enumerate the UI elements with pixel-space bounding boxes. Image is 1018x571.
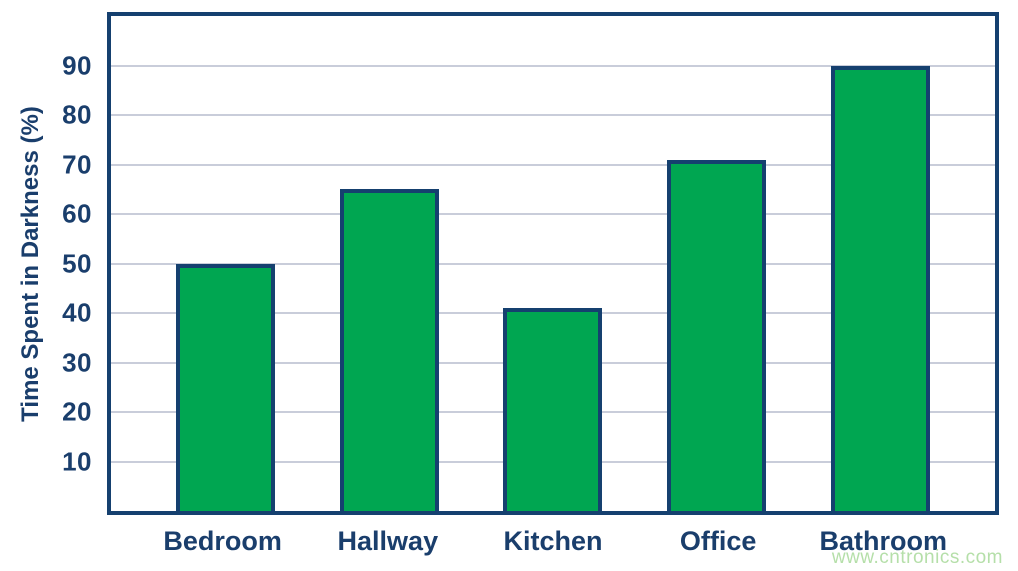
x-tick-label-kitchen: Kitchen <box>503 526 603 556</box>
gridline-80 <box>111 114 995 116</box>
plot-area <box>107 12 999 515</box>
y-tick-label-20: 20 <box>62 396 92 427</box>
y-tick-label-60: 60 <box>62 198 92 229</box>
watermark: www.cntronics.com <box>831 547 1003 568</box>
x-label-slot-bathroom: Bathroom <box>820 526 948 557</box>
y-axis-ticks: 10 20 30 40 50 60 70 80 90 <box>0 12 92 515</box>
gridline-50 <box>111 262 995 265</box>
bar-bathroom <box>831 65 931 511</box>
gridline-70 <box>111 163 995 166</box>
x-label-slot-office: Office <box>669 526 768 557</box>
x-label-slot-bedroom: Bedroom <box>163 526 282 557</box>
bars <box>111 16 995 511</box>
y-tick-label-30: 30 <box>62 347 92 377</box>
x-axis-labels: Bedroom Hallway Kitchen Office Bathroom <box>107 526 999 557</box>
bar-office <box>667 159 767 511</box>
y-tick-label-40: 40 <box>62 297 92 328</box>
bar-bedroom <box>175 263 275 511</box>
bar-hallway <box>339 189 439 511</box>
x-label-slot-kitchen: Kitchen <box>503 526 602 557</box>
x-label-slot-hallway: Hallway <box>337 526 439 557</box>
y-tick-label-50: 50 <box>62 248 92 278</box>
x-tick-label-bathroom: Bathroom <box>819 526 948 556</box>
bar-kitchen <box>503 308 603 511</box>
gridline-90 <box>111 64 995 67</box>
x-tick-label-hallway: Hallway <box>337 526 439 556</box>
y-tick-label-90: 90 <box>62 50 92 80</box>
y-tick-label-70: 70 <box>62 149 92 179</box>
x-tick-label-bedroom: Bedroom <box>163 526 282 556</box>
gridline-60 <box>111 213 995 215</box>
y-tick-label-10: 10 <box>62 446 92 476</box>
y-tick-label-80: 80 <box>62 99 92 130</box>
x-tick-label-office: Office <box>679 526 757 556</box>
